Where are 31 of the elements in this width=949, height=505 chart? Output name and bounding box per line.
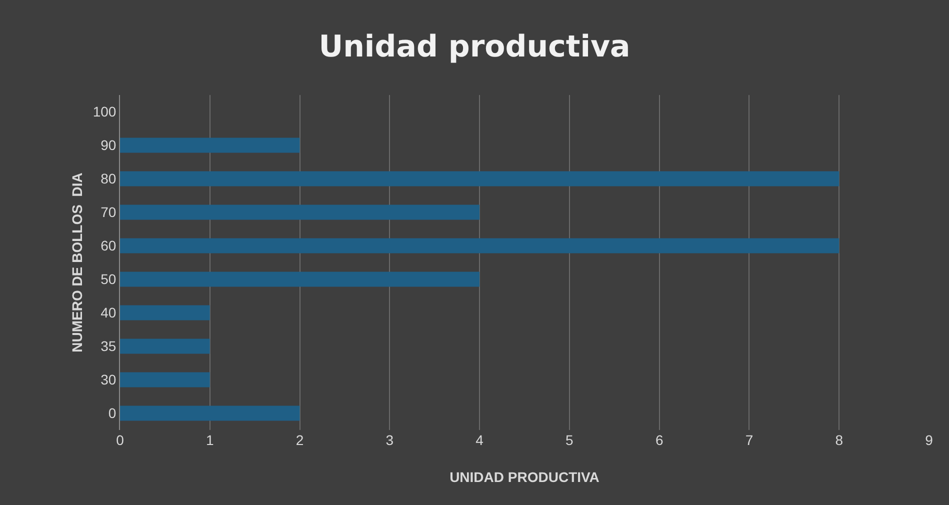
x-tick-label: 9	[925, 432, 934, 448]
y-axis-title: NUMERO DE BOLLOS DIA	[69, 172, 85, 352]
bar	[120, 338, 210, 354]
x-tick-label: 1	[206, 432, 214, 448]
y-tick-label: 50	[100, 271, 116, 288]
x-tick-label: 8	[835, 432, 844, 448]
y-tick-label: 70	[100, 204, 116, 220]
bar	[120, 406, 300, 421]
x-tick-label: 7	[745, 432, 754, 448]
bar	[120, 305, 210, 320]
y-tick-label: 0	[108, 405, 116, 422]
y-tick-label: 90	[100, 137, 116, 154]
bar	[120, 372, 210, 388]
bar	[120, 272, 480, 287]
y-tick-label: 100	[92, 104, 116, 120]
y-tick-label: 80	[100, 170, 116, 187]
y-tick-label: 35	[100, 338, 116, 354]
x-tick-label: 2	[296, 432, 304, 448]
x-tick-label: 4	[476, 432, 484, 448]
x-axis-title: UNIDAD PRODUCTIVA	[450, 469, 600, 485]
y-tick-label: 40	[100, 304, 116, 321]
x-tick-label: 6	[655, 432, 664, 448]
bar	[120, 171, 840, 186]
x-tick-label: 5	[566, 432, 574, 448]
bar	[120, 138, 300, 153]
bar	[120, 238, 840, 254]
bar	[120, 204, 480, 220]
y-tick-label: 60	[100, 238, 116, 254]
x-tick-label: 3	[386, 432, 394, 448]
chart-title: Unidad productiva	[318, 29, 630, 64]
y-tick-label: 30	[100, 372, 116, 388]
